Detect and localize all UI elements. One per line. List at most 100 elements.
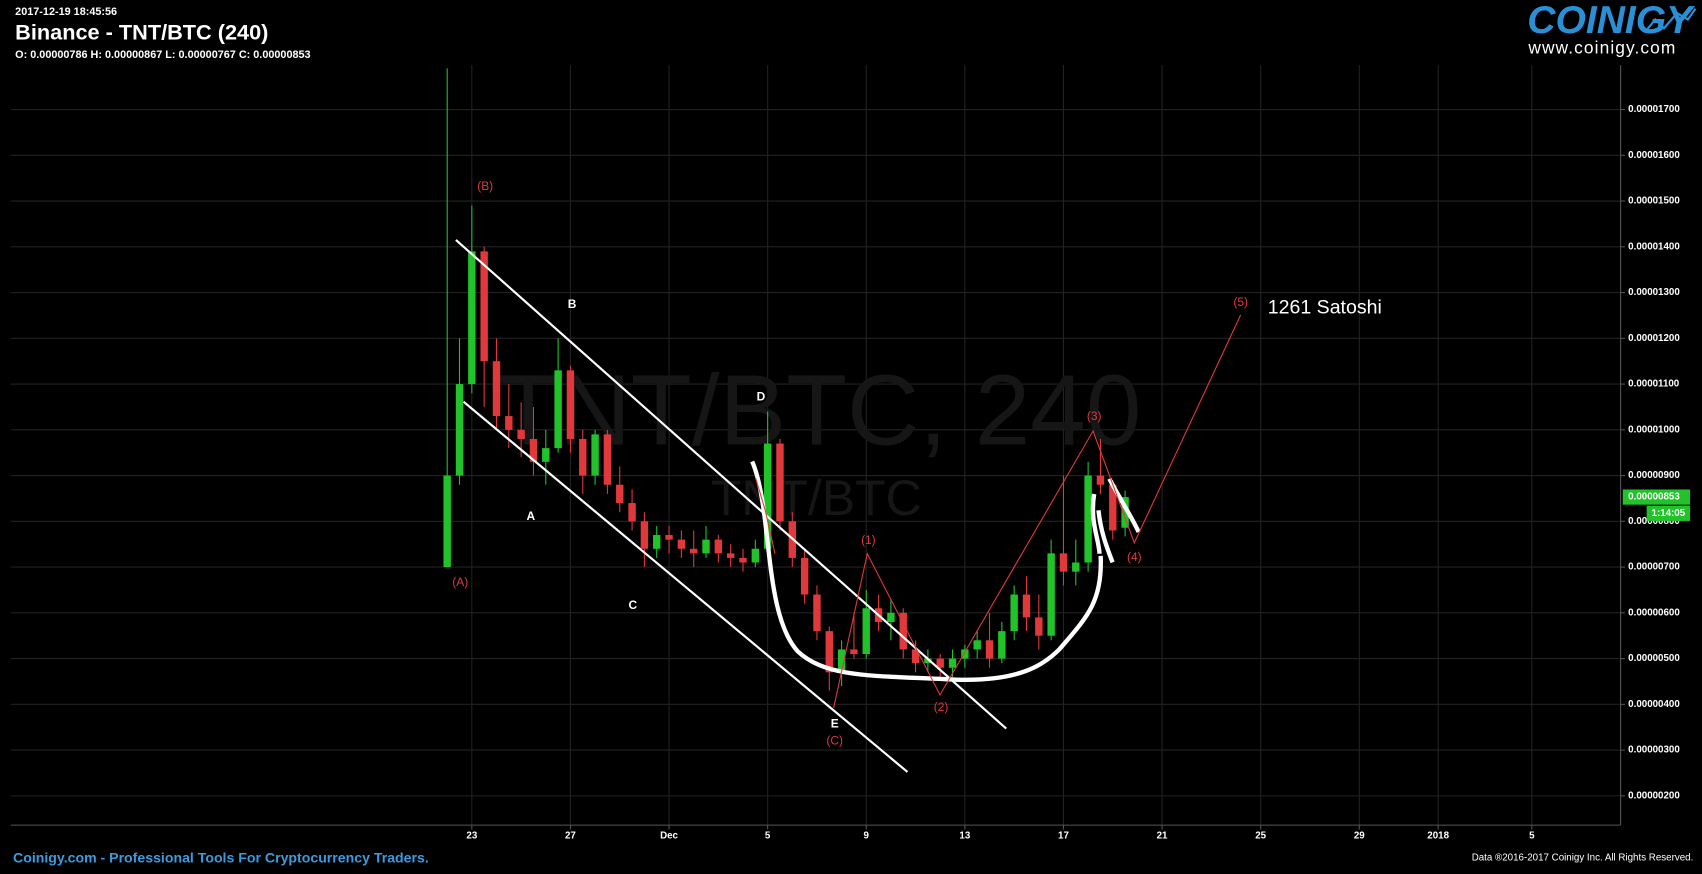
countdown-box [1646, 505, 1691, 521]
channel-line [455, 239, 1007, 730]
candle-body [702, 539, 710, 554]
y-tick-label: 0.00001000 [1628, 424, 1680, 435]
x-tick-label: 17 [1058, 831, 1069, 842]
ohlc-readout: O: 0.00000786 H: 0.00000867 L: 0.0000076… [15, 49, 310, 61]
candle-body [492, 361, 501, 417]
annotation: E [831, 716, 839, 730]
candle-body [1072, 562, 1080, 572]
candle-body [603, 434, 612, 485]
candle-body [640, 521, 649, 549]
annotation: (5) [1233, 295, 1248, 309]
candle-body [936, 658, 944, 668]
candle-body [825, 631, 833, 673]
candle-body [985, 640, 994, 659]
logo: COINIGY [1527, 0, 1695, 42]
y-tick-label: 0.00000900 [1628, 470, 1680, 481]
y-tick-label: 0.00000700 [1628, 562, 1680, 573]
candle-body [862, 608, 870, 655]
y-tick-label: 0.00001100 [1628, 379, 1680, 390]
candle-body [566, 370, 575, 439]
candle-body [998, 631, 1006, 659]
candle-body [1047, 553, 1055, 636]
x-tick-label: 27 [565, 831, 576, 842]
candle-body [616, 484, 624, 504]
x-tick-label: 2018 [1427, 831, 1449, 842]
annotation: C [629, 598, 638, 612]
y-tick-label: 0.00001400 [1628, 241, 1680, 252]
annotations: (B) B A C D E (C) (A) (1) (2) (3) (4) (5) 1261 Satosh… [452, 179, 1382, 748]
x-tick-label: 9 [864, 831, 870, 842]
channel-line [462, 400, 909, 773]
annotation: (4) [1127, 550, 1142, 564]
candle-body [887, 612, 895, 622]
candle-body [1096, 475, 1105, 485]
grid [10, 65, 1621, 826]
candle-body [751, 548, 760, 563]
y-tick-label: 0.00001300 [1628, 287, 1680, 298]
handle-curve [1090, 493, 1102, 554]
annotation: D [757, 390, 766, 404]
footer-copyright: Data ®2016-2017 Coinigy Inc. All Rights … [1472, 852, 1694, 863]
annotation: (1) [861, 533, 876, 547]
annotation: A [526, 509, 535, 523]
wave-line [833, 314, 1242, 709]
y-tick-label: 0.00000800 [1628, 516, 1680, 527]
y-tick-label: 0.00000500 [1628, 653, 1680, 664]
candle-body [763, 443, 772, 549]
logo-mark [1643, 8, 1697, 34]
candle-body [554, 370, 562, 449]
candle-body [973, 640, 981, 650]
annotation: 1261 Satoshi [1268, 296, 1382, 318]
x-tick-label: Dec [660, 831, 678, 842]
candle-body [911, 649, 920, 664]
y-tick-label: 0.00000300 [1628, 745, 1680, 756]
candle-body [924, 658, 932, 664]
y-tick-label: 0.00000400 [1628, 699, 1680, 710]
countdown-label: 1:14:05 [1652, 508, 1686, 519]
candle-body [1084, 475, 1092, 563]
candle-body [948, 658, 957, 668]
candle-body [726, 553, 735, 558]
y-tick-label: 0.00000200 [1628, 790, 1680, 801]
chart-title: Binance - TNT/BTC (240) [15, 19, 268, 44]
annotation: (2) [934, 700, 949, 714]
drawings [455, 239, 1242, 773]
candle-body [628, 503, 636, 522]
annotation: (3) [1087, 409, 1102, 423]
x-tick-label: 23 [466, 831, 477, 842]
candle-body [850, 649, 858, 655]
y-tick-label: 0.00001200 [1628, 333, 1680, 344]
last-price-label: 0.00000853 [1628, 492, 1680, 503]
candle-body [690, 548, 698, 554]
x-tick-label: 5 [765, 831, 771, 842]
footer-tagline: Coinigy.com - Professional Tools For Cry… [13, 850, 429, 866]
candles [443, 68, 1129, 691]
candle-body [1010, 594, 1018, 632]
cup-curve [750, 460, 1103, 682]
candle-body [837, 649, 846, 673]
x-tick-label: 25 [1255, 831, 1266, 842]
candle-body [899, 612, 907, 650]
candle-body [776, 443, 784, 522]
candle-body [800, 557, 809, 595]
annotation: (A) [452, 575, 468, 589]
x-tick-label: 21 [1157, 831, 1168, 842]
y-tick-label: 0.00001700 [1628, 104, 1680, 115]
y-tick-label: 0.00000600 [1628, 607, 1680, 618]
x-tick-label: 5 [1529, 831, 1535, 842]
candle-body [653, 535, 661, 549]
candle-body [591, 434, 599, 476]
annotation: (C) [826, 734, 843, 748]
y-tick-label: 0.00001500 [1628, 196, 1680, 207]
candle-body [455, 384, 464, 476]
candle-body [1035, 617, 1043, 636]
candle-body [529, 438, 538, 462]
timestamp: 2017-12-19 18:45:56 [15, 6, 117, 18]
last-price-box [1622, 489, 1691, 505]
candle-body [739, 557, 747, 563]
candle-body [480, 251, 488, 362]
candle-body [505, 416, 513, 430]
